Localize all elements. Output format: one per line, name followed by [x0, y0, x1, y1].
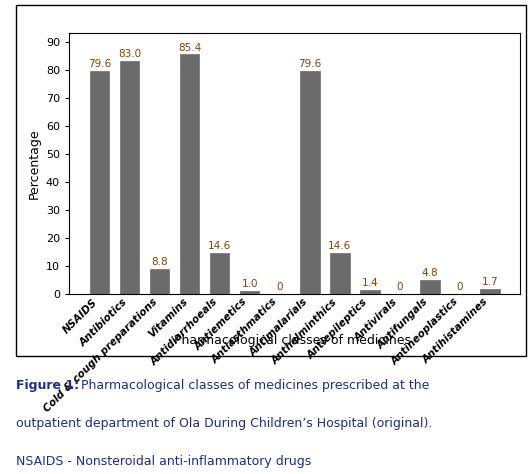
- Bar: [179, 55, 199, 294]
- Text: 1.7: 1.7: [482, 277, 499, 287]
- Text: Pharmacological classes of medicines: Pharmacological classes of medicines: [174, 334, 410, 347]
- Text: 79.6: 79.6: [88, 59, 111, 69]
- Y-axis label: Percentage: Percentage: [27, 128, 40, 199]
- Text: 0: 0: [457, 282, 463, 292]
- Text: 1.0: 1.0: [242, 279, 258, 289]
- Text: 8.8: 8.8: [151, 257, 168, 267]
- Text: 79.6: 79.6: [298, 59, 321, 69]
- Text: outpatient department of Ola During Children’s Hospital (original).: outpatient department of Ola During Chil…: [16, 417, 432, 430]
- Text: 14.6: 14.6: [208, 241, 231, 251]
- Text: NSAIDS - Nonsteroidal anti-inflammatory drugs: NSAIDS - Nonsteroidal anti-inflammatory …: [16, 455, 311, 468]
- Text: 14.6: 14.6: [328, 241, 352, 251]
- Text: Figure 1:: Figure 1:: [16, 379, 79, 392]
- Bar: [240, 291, 259, 294]
- Bar: [420, 281, 440, 294]
- Bar: [330, 253, 349, 294]
- Bar: [210, 253, 229, 294]
- Bar: [360, 290, 380, 294]
- Text: 83.0: 83.0: [118, 49, 141, 59]
- Bar: [300, 71, 320, 294]
- Text: 4.8: 4.8: [422, 268, 438, 278]
- Bar: [90, 71, 109, 294]
- Bar: [150, 269, 169, 294]
- Text: Pharmacological classes of medicines prescribed at the: Pharmacological classes of medicines pre…: [77, 379, 430, 392]
- Bar: [119, 61, 139, 294]
- Text: 0: 0: [397, 282, 403, 292]
- Text: 1.4: 1.4: [362, 278, 378, 288]
- Bar: [481, 289, 500, 294]
- Text: 0: 0: [277, 282, 283, 292]
- Text: 85.4: 85.4: [178, 43, 201, 53]
